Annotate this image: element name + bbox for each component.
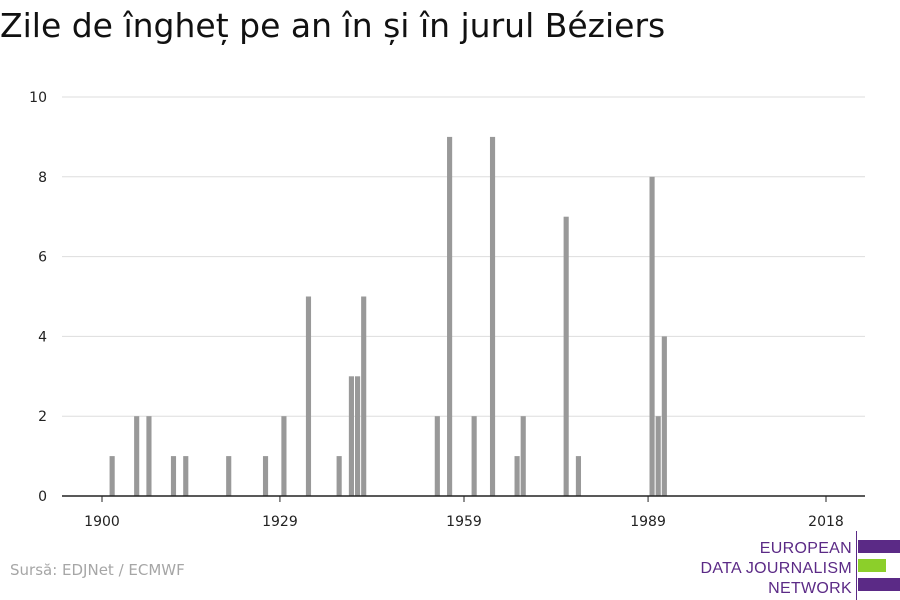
y-tick-label: 2	[38, 409, 47, 425]
bars	[109, 136, 667, 497]
y-tick-label: 8	[38, 170, 47, 186]
bar-1991	[661, 336, 667, 496]
logo-bar-bottom	[858, 578, 900, 591]
logo-bar-middle	[858, 559, 886, 572]
bar-1938	[336, 456, 342, 496]
bar-1907	[146, 416, 152, 496]
logo-line-2: DATA JOURNALISM	[700, 560, 852, 577]
x-tick-label: 1900	[84, 514, 120, 530]
logo-text: EUROPEAN DATA JOURNALISM NETWORK	[701, 539, 852, 599]
logo-line-3: NETWORK	[768, 580, 852, 597]
y-tick-label: 6	[38, 250, 47, 266]
bar-1911	[170, 456, 177, 496]
x-axis-ticks	[101, 496, 827, 502]
bar-1920	[226, 456, 232, 496]
y-tick-label: 4	[38, 329, 47, 345]
bar-1956	[447, 136, 453, 496]
x-tick-label: 1959	[446, 514, 482, 530]
x-tick-label: 1929	[262, 514, 298, 530]
logo-divider	[856, 531, 857, 600]
bar-1960	[471, 416, 477, 496]
bar-1977	[575, 456, 582, 496]
bar-1913	[183, 456, 189, 496]
logo-line-1: EUROPEAN	[759, 540, 852, 557]
source-note: Sursă: EDJNet / ECMWF	[10, 561, 185, 579]
bar-1929	[281, 416, 287, 496]
bar-1967	[514, 456, 520, 496]
bar-1968	[520, 416, 526, 496]
bar-1941	[354, 376, 361, 496]
bar-1989	[649, 176, 655, 497]
bar-chart: 0 2 4 6 8 10 1900 1929 1959 1989 2018	[29, 90, 865, 530]
bar-1940	[348, 376, 354, 496]
x-axis-tick-labels: 1900 1929 1959 1989 2018	[84, 514, 844, 530]
chart-title: Zile de îngheț pe an în și în jurul Bézi…	[0, 6, 666, 45]
y-tick-label: 10	[29, 90, 47, 106]
gridlines	[62, 96, 865, 417]
logo-bar-top	[858, 540, 900, 553]
y-tick-label: 0	[38, 489, 47, 505]
bar-1990	[655, 416, 661, 496]
bar-1901	[109, 456, 115, 496]
bar-1963	[489, 136, 496, 496]
bar-1926	[262, 456, 269, 496]
bar-1942	[361, 296, 367, 496]
bar-1905	[134, 416, 140, 496]
bar-1933	[305, 296, 312, 496]
x-tick-label: 2018	[808, 514, 844, 530]
bar-1954	[434, 416, 440, 496]
bar-1975	[563, 216, 569, 496]
x-tick-label: 1989	[630, 514, 666, 530]
y-axis-tick-labels: 0 2 4 6 8 10	[29, 90, 47, 505]
edjnet-logo: EUROPEAN DATA JOURNALISM NETWORK	[685, 531, 900, 600]
